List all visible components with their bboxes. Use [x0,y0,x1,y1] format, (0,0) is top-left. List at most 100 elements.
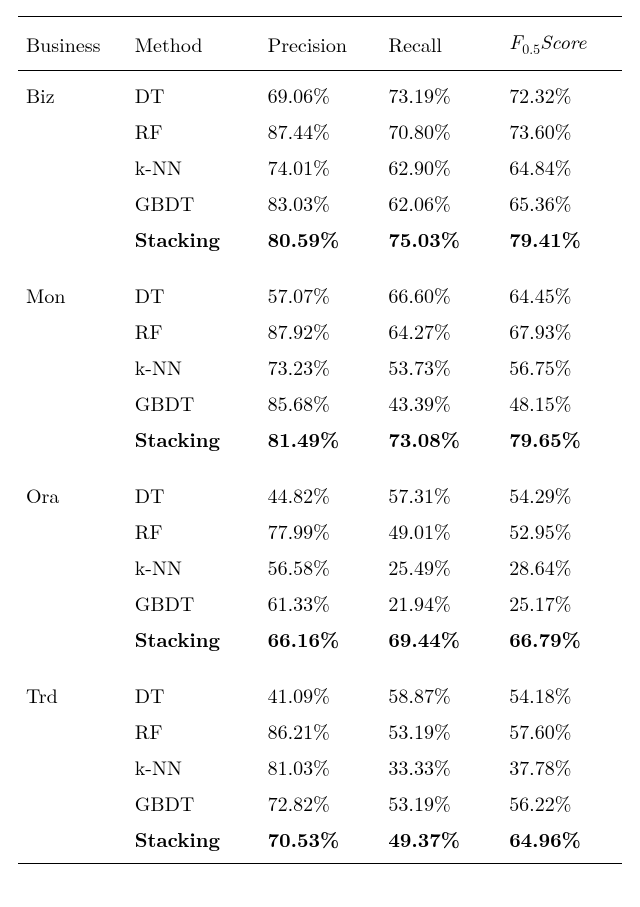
cell-precision: 69.06% [260,71,381,114]
table-row: GBDT61.33%21.94%25.17% [18,585,622,621]
cell-method: GBDT [127,185,260,221]
cell-business [18,421,127,457]
table-row: k-NN56.58%25.49%28.64% [18,549,622,585]
table-row: MonDT57.07%66.60%64.45% [18,257,622,313]
col-header-fscore: F0.5Score [501,17,622,71]
cell-fscore: 57.60% [501,713,622,749]
cell-recall: 66.60% [380,257,501,313]
cell-method: k-NN [127,149,260,185]
cell-precision: 57.07% [260,257,381,313]
cell-fscore: 52.95% [501,513,622,549]
cell-business [18,513,127,549]
cell-precision: 83.03% [260,185,381,221]
cell-fscore: 28.64% [501,549,622,585]
cell-precision: 86.21% [260,713,381,749]
cell-precision: 56.58% [260,549,381,585]
cell-precision: 72.82% [260,785,381,821]
cell-method: DT [127,257,260,313]
cell-method: RF [127,313,260,349]
cell-method: k-NN [127,749,260,785]
cell-method: GBDT [127,585,260,621]
cell-recall: 64.27% [380,313,501,349]
cell-recall: 49.01% [380,513,501,549]
cell-fscore: 25.17% [501,585,622,621]
cell-fscore: 37.78% [501,749,622,785]
cell-fscore: 79.41% [501,221,622,257]
cell-business: Ora [18,457,127,513]
cell-precision: 87.44% [260,113,381,149]
cell-recall: 75.03% [380,221,501,257]
cell-recall: 69.44% [380,621,501,657]
cell-precision: 81.03% [260,749,381,785]
cell-method: RF [127,713,260,749]
cell-business [18,385,127,421]
cell-business [18,713,127,749]
cell-fscore: 73.60% [501,113,622,149]
table-row: Stacking81.49%73.08%79.65% [18,421,622,457]
table-row: RF87.92%64.27%67.93% [18,313,622,349]
cell-method: DT [127,457,260,513]
cell-precision: 41.09% [260,657,381,713]
table-row: k-NN73.23%53.73%56.75% [18,349,622,385]
cell-business [18,585,127,621]
cell-precision: 87.92% [260,313,381,349]
cell-business [18,821,127,864]
cell-precision: 73.23% [260,349,381,385]
cell-precision: 61.33% [260,585,381,621]
cell-business [18,149,127,185]
table-row: Stacking66.16%69.44%66.79% [18,621,622,657]
cell-method: RF [127,113,260,149]
table-row: GBDT72.82%53.19%56.22% [18,785,622,821]
cell-recall: 49.37% [380,821,501,864]
cell-method: k-NN [127,349,260,385]
table-row: RF77.99%49.01%52.95% [18,513,622,549]
fscore-suffix: Score [540,26,586,55]
cell-recall: 25.49% [380,549,501,585]
col-header-business: Business [18,17,127,71]
cell-recall: 73.08% [380,421,501,457]
col-header-recall: Recall [380,17,501,71]
table-row: k-NN74.01%62.90%64.84% [18,149,622,185]
cell-business [18,621,127,657]
cell-fscore: 54.29% [501,457,622,513]
results-table: Business Method Precision Recall F0.5Sco… [18,16,622,864]
cell-business [18,349,127,385]
col-header-method: Method [127,17,260,71]
table-row: Stacking80.59%75.03%79.41% [18,221,622,257]
table-row: GBDT85.68%43.39%48.15% [18,385,622,421]
table-body: BizDT69.06%73.19%72.32%RF87.44%70.80%73.… [18,71,622,864]
cell-recall: 58.87% [380,657,501,713]
cell-fscore: 67.93% [501,313,622,349]
cell-business [18,785,127,821]
cell-fscore: 64.45% [501,257,622,313]
cell-precision: 74.01% [260,149,381,185]
cell-method: DT [127,71,260,114]
table-row: RF86.21%53.19%57.60% [18,713,622,749]
cell-recall: 62.06% [380,185,501,221]
table-row: OraDT44.82%57.31%54.29% [18,457,622,513]
cell-recall: 53.73% [380,349,501,385]
cell-method: Stacking [127,621,260,657]
results-table-container: Business Method Precision Recall F0.5Sco… [0,0,640,880]
fscore-sub: 0.5 [522,39,540,59]
cell-method: Stacking [127,821,260,864]
cell-fscore: 64.96% [501,821,622,864]
cell-recall: 53.19% [380,785,501,821]
table-row: BizDT69.06%73.19%72.32% [18,71,622,114]
cell-fscore: 64.84% [501,149,622,185]
cell-recall: 21.94% [380,585,501,621]
cell-precision: 44.82% [260,457,381,513]
cell-method: Stacking [127,421,260,457]
cell-fscore: 54.18% [501,657,622,713]
cell-fscore: 56.22% [501,785,622,821]
cell-precision: 85.68% [260,385,381,421]
cell-business: Mon [18,257,127,313]
cell-method: GBDT [127,385,260,421]
cell-method: DT [127,657,260,713]
cell-business: Trd [18,657,127,713]
cell-method: RF [127,513,260,549]
table-row: GBDT83.03%62.06%65.36% [18,185,622,221]
cell-fscore: 65.36% [501,185,622,221]
cell-fscore: 72.32% [501,71,622,114]
cell-fscore: 48.15% [501,385,622,421]
